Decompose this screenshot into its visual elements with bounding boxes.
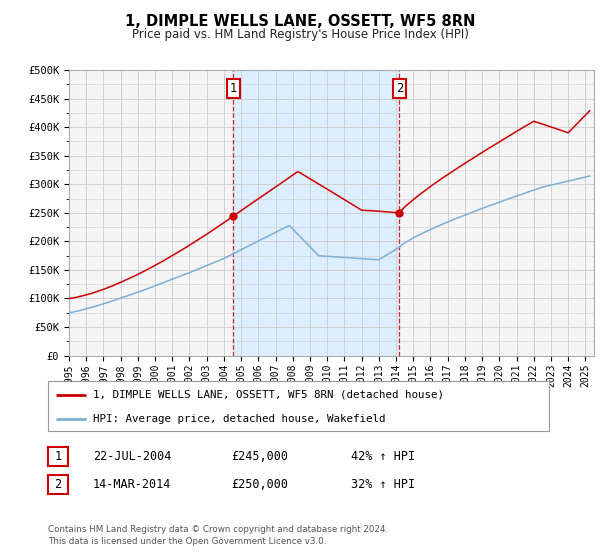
- Text: £250,000: £250,000: [231, 478, 288, 491]
- Bar: [233, 70, 400, 356]
- Text: 2: 2: [55, 478, 61, 491]
- Text: 1: 1: [230, 82, 237, 95]
- Text: Price paid vs. HM Land Registry's House Price Index (HPI): Price paid vs. HM Land Registry's House …: [131, 28, 469, 41]
- Text: HPI: Average price, detached house, Wakefield: HPI: Average price, detached house, Wake…: [93, 414, 386, 423]
- Text: 1: 1: [55, 450, 61, 463]
- Text: 2: 2: [396, 82, 403, 95]
- Text: 32% ↑ HPI: 32% ↑ HPI: [351, 478, 415, 491]
- Text: 42% ↑ HPI: 42% ↑ HPI: [351, 450, 415, 463]
- Text: 22-JUL-2004: 22-JUL-2004: [93, 450, 172, 463]
- Text: £245,000: £245,000: [231, 450, 288, 463]
- Text: 14-MAR-2014: 14-MAR-2014: [93, 478, 172, 491]
- Text: Contains HM Land Registry data © Crown copyright and database right 2024.
This d: Contains HM Land Registry data © Crown c…: [48, 525, 388, 546]
- Text: 1, DIMPLE WELLS LANE, OSSETT, WF5 8RN: 1, DIMPLE WELLS LANE, OSSETT, WF5 8RN: [125, 14, 475, 29]
- Text: 1, DIMPLE WELLS LANE, OSSETT, WF5 8RN (detached house): 1, DIMPLE WELLS LANE, OSSETT, WF5 8RN (d…: [93, 390, 444, 400]
